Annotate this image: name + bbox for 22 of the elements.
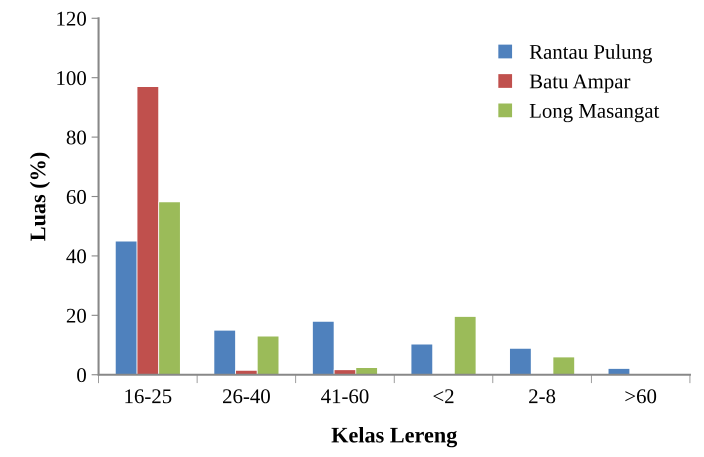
y-tick-label: 100 (57, 71, 86, 86)
y-tick-label: 120 (57, 12, 86, 26)
legend-label: Batu Ampar (530, 74, 630, 93)
y-tick-label: 80 (66, 130, 86, 145)
bar (552, 356, 576, 375)
y-tick-label: 60 (66, 190, 86, 204)
x-tick-label: 16-25 (125, 389, 172, 404)
y-tick-label: 40 (66, 249, 86, 264)
legend-label: Rantau Pulung (530, 44, 652, 64)
bar (454, 316, 476, 375)
x-tick-label: >60 (625, 389, 656, 404)
x-tick-label: <2 (433, 389, 454, 404)
bar (410, 344, 434, 375)
x-tick-label: 26-40 (223, 389, 270, 404)
x-tick-label: 41-60 (321, 389, 368, 404)
y-axis-title: Luas (%) (30, 152, 50, 241)
y-tick-label: 0 (77, 368, 86, 382)
x-tick-label: 2-8 (529, 389, 556, 404)
legend-label: Long Masangat (530, 104, 660, 122)
x-axis-title: Kelas Lereng (332, 426, 458, 448)
bar (509, 348, 532, 375)
y-tick-label: 20 (66, 308, 86, 323)
